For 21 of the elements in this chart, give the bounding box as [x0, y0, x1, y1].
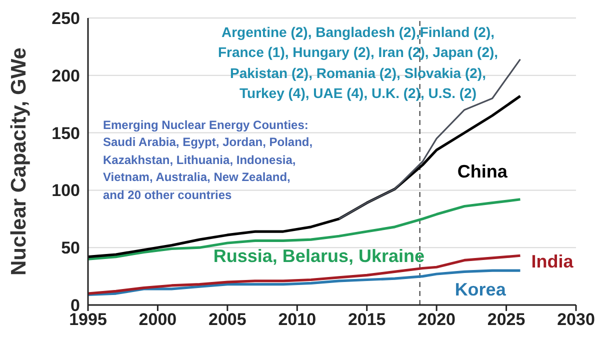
x-tick-label: 2020: [418, 310, 456, 330]
x-tick-label: 2030: [557, 310, 595, 330]
series-label: China: [457, 162, 508, 182]
series-label: India: [531, 252, 574, 272]
y-tick-label: 150: [52, 124, 80, 143]
y-tick-label: 50: [61, 238, 80, 258]
x-tick-label: 2010: [278, 310, 316, 330]
y-tick-label: 250: [52, 9, 80, 28]
line-series: [88, 269, 522, 296]
x-tick-label: 2000: [138, 310, 177, 330]
y-tick-label: 200: [52, 66, 80, 86]
series-label: Russia, Belarus, Ukraine: [213, 246, 425, 266]
annotation: Emerging Nuclear Energy Counties: Saudi Arabia, Egypt, Jordan, Poland, Kazakhstan, Lithuania, Indonesia, Vietnam, Australia, New Zealand, and 20 other countries: [103, 117, 313, 204]
x-tick-label: 2005: [208, 310, 246, 330]
x-tick-label: 2015: [348, 310, 386, 330]
y-axis-title: Nuclear Capacity, GWe: [7, 48, 30, 276]
series-label: Korea: [454, 280, 507, 300]
annotation: Argentine (2), Bangladesh (2),Finland (2), France (1), Hungary (2), Iran (2), Japan (2), Pakistan (2), Romania (2), Slovakia (2), Turkey (4), UAE (4), U.K. (2), U.S. (2): [216, 23, 500, 103]
y-tick-label: 100: [52, 181, 80, 200]
x-tick-label: 1995: [69, 310, 107, 330]
x-tick-label: 2025: [487, 310, 526, 330]
